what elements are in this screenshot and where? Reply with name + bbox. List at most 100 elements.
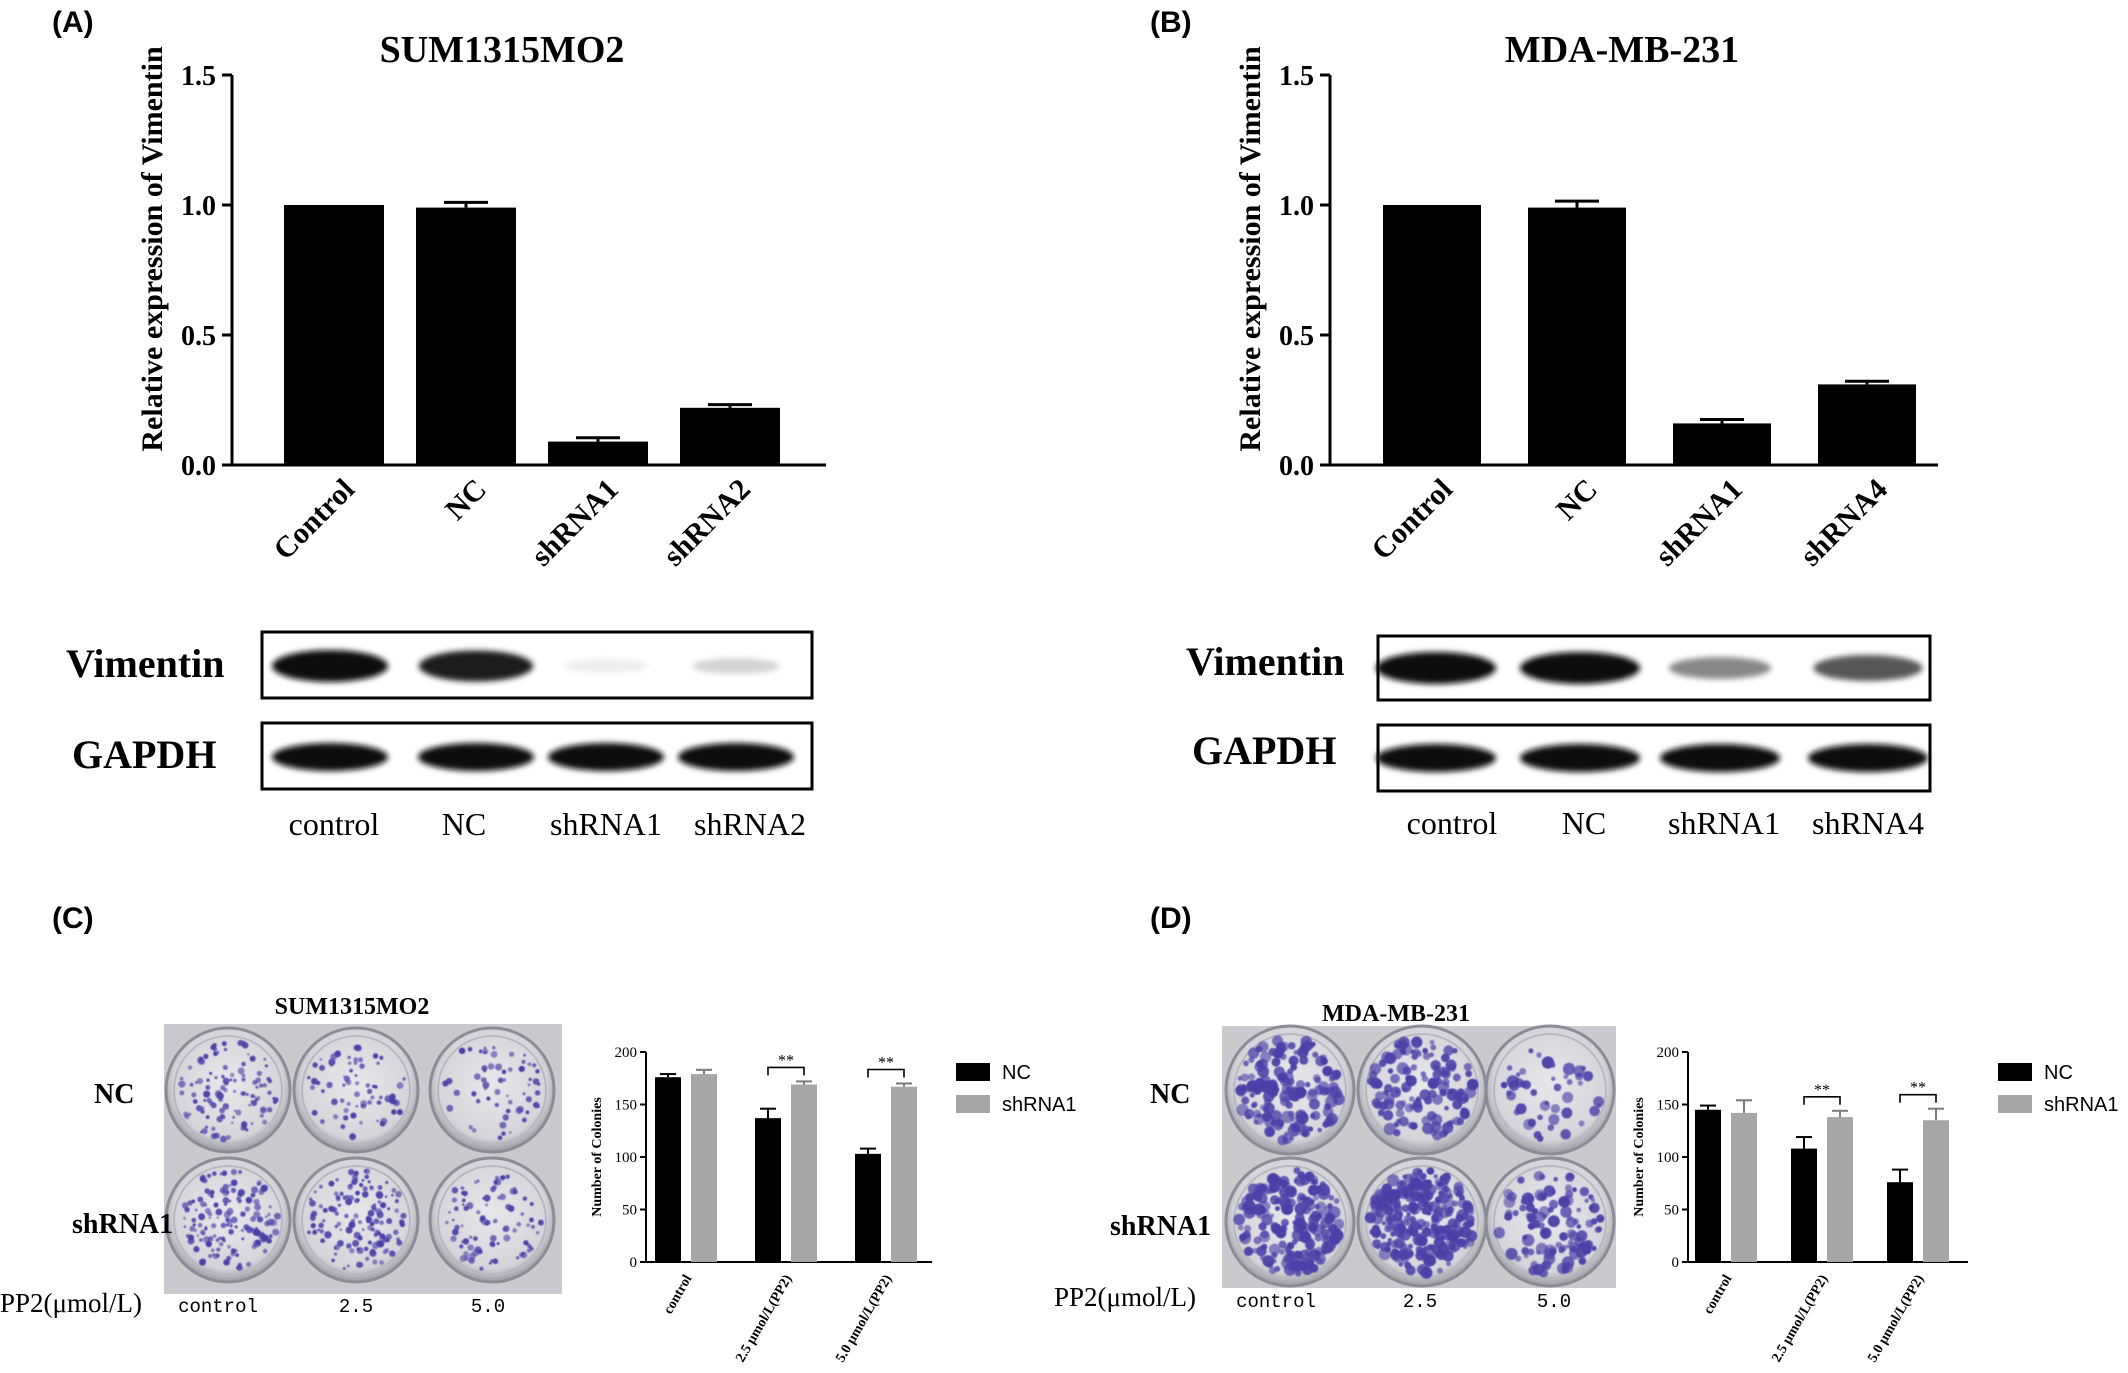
plate-well-rim <box>1365 1033 1479 1147</box>
colony <box>483 1046 487 1050</box>
colony <box>395 1190 402 1198</box>
colony <box>1560 1129 1571 1140</box>
legend-label: NC <box>2044 1062 2073 1084</box>
colony <box>262 1083 267 1088</box>
colony <box>205 1115 210 1120</box>
colony <box>1429 1052 1435 1058</box>
colony <box>1537 1114 1543 1121</box>
colony <box>240 1211 246 1217</box>
colony <box>333 1114 339 1120</box>
colony <box>1244 1224 1252 1233</box>
colony <box>350 1218 356 1224</box>
colony <box>1415 1097 1421 1103</box>
colony <box>365 1083 371 1088</box>
colony <box>367 1088 373 1095</box>
colony <box>183 1225 187 1228</box>
colony <box>250 1122 254 1125</box>
bar-shrna1 <box>691 1074 717 1262</box>
colony <box>319 1229 324 1234</box>
colony <box>1235 1086 1245 1096</box>
colony <box>463 1205 469 1211</box>
colony <box>1294 1212 1305 1223</box>
blot-a-row-gapdh: GAPDH <box>72 732 216 777</box>
colony <box>361 1179 365 1182</box>
colony <box>1576 1224 1582 1229</box>
colony <box>228 1183 232 1187</box>
colony <box>1269 1213 1275 1218</box>
plate-c-row-nc: NC <box>94 1079 134 1110</box>
colony <box>1291 1229 1305 1242</box>
colony <box>1537 1135 1544 1142</box>
colony <box>354 1178 359 1182</box>
colony <box>396 1237 401 1242</box>
colony <box>464 1255 470 1262</box>
colony <box>1463 1062 1472 1071</box>
colony <box>1379 1241 1390 1252</box>
colony <box>391 1109 397 1115</box>
colony <box>1443 1045 1454 1056</box>
colony <box>1281 1083 1294 1096</box>
colony <box>507 1099 513 1105</box>
colony <box>317 1228 320 1232</box>
colony <box>1536 1192 1547 1202</box>
colony <box>250 1216 256 1222</box>
colony <box>1421 1115 1431 1126</box>
colony <box>1335 1228 1341 1234</box>
colony <box>264 1215 268 1219</box>
colony <box>357 1057 364 1063</box>
colony <box>1562 1062 1576 1076</box>
blot-band-gapdh <box>548 743 664 771</box>
colony <box>1432 1094 1443 1105</box>
colony <box>206 1097 212 1103</box>
colony <box>1420 1266 1433 1279</box>
colony <box>256 1070 263 1077</box>
colony <box>1550 1248 1557 1256</box>
colony <box>192 1099 198 1104</box>
colony <box>196 1234 200 1237</box>
plate-well <box>428 1156 556 1284</box>
colony <box>233 1109 237 1113</box>
colony <box>1572 1187 1577 1193</box>
colony <box>224 1189 230 1195</box>
colony <box>509 1051 515 1057</box>
colony <box>324 1231 332 1239</box>
colony <box>1288 1042 1296 1050</box>
colony <box>1439 1088 1447 1097</box>
colony <box>1562 1262 1574 1273</box>
colony <box>237 1039 244 1047</box>
colony <box>207 1236 214 1242</box>
colony <box>340 1192 344 1196</box>
colony <box>1275 1041 1287 1053</box>
colony <box>499 1121 507 1129</box>
colony <box>203 1053 209 1060</box>
colony <box>355 1081 360 1086</box>
colony <box>252 1229 260 1236</box>
colony <box>1417 1192 1423 1199</box>
y-tick-label: 1.0 <box>1279 191 1314 222</box>
colony <box>244 1206 251 1212</box>
colony <box>1466 1078 1479 1091</box>
colony <box>506 1094 509 1098</box>
colony <box>525 1096 532 1103</box>
colony <box>513 1186 517 1191</box>
colony <box>334 1244 341 1251</box>
colony <box>1260 1230 1269 1239</box>
colony <box>329 1063 334 1067</box>
colony <box>529 1246 534 1251</box>
colony <box>454 1224 460 1231</box>
colony <box>522 1196 528 1201</box>
colony <box>204 1125 208 1129</box>
colony <box>1439 1066 1450 1078</box>
bar <box>680 407 780 465</box>
colony <box>1453 1185 1465 1197</box>
colony <box>1287 1110 1295 1118</box>
plate-well-rim <box>1493 1165 1607 1279</box>
colony <box>482 1048 489 1055</box>
colony <box>1318 1081 1329 1093</box>
colony <box>528 1077 532 1082</box>
blot-band-vimentin <box>1520 652 1640 684</box>
colony <box>253 1211 261 1219</box>
y-tick-label: 200 <box>1657 1045 1680 1061</box>
plate-c-col-3: 5.0 <box>471 1296 505 1318</box>
colony <box>1594 1226 1602 1234</box>
